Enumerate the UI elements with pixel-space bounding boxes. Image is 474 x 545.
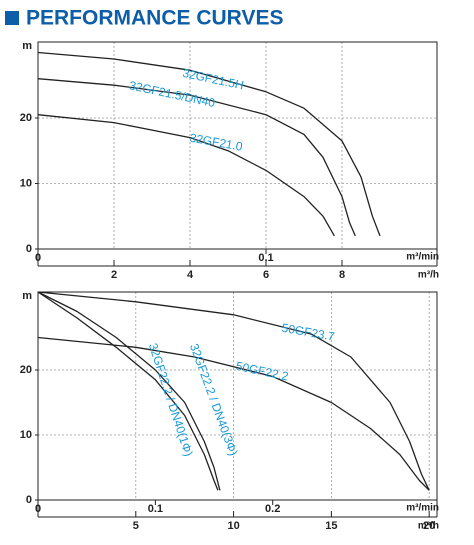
title-icon (5, 11, 19, 25)
curve-label: 50GF22.2 (235, 359, 290, 384)
y-tick-label: 0 (26, 243, 32, 255)
x-tick-label: 20 (423, 520, 435, 532)
x-tick-label: 8 (339, 269, 345, 281)
x-tick-label: 6 (263, 269, 269, 281)
x-tick-label: 15 (325, 520, 337, 532)
y-axis-label: m (22, 290, 32, 302)
x2-axis-label: m³/min (406, 503, 439, 514)
curve-label: 32GF21.5H (181, 66, 245, 93)
curve (37, 78, 356, 237)
x-axis-label: m³/h (418, 521, 439, 532)
x-tick-label: 5 (133, 520, 139, 532)
x-tick-label: 10 (227, 520, 239, 532)
curve (37, 291, 219, 491)
page-title: PERFORMANCE CURVES (26, 7, 283, 30)
x2-axis-label: m³/min (406, 252, 439, 263)
x2-tick-label: 0.1 (148, 503, 163, 515)
y-tick-label: 20 (20, 364, 32, 376)
chart: 01020m246800.1m³/minm³/h32GF21.5H32GF21.… (20, 40, 439, 281)
x2-tick-label: 0.2 (265, 503, 280, 515)
x-axis-label: m³/h (418, 270, 439, 281)
y-tick-label: 20 (20, 112, 32, 124)
y-tick-label: 0 (26, 494, 32, 506)
x2-tick-label: 0.1 (258, 252, 273, 264)
curve-label: 32GF21.0 (189, 131, 244, 154)
curve (37, 291, 221, 491)
x-tick-label: 2 (111, 269, 117, 281)
chart: 01020m510152000.10.2m³/minm³/h50GF23.750… (20, 290, 439, 532)
curve (37, 336, 430, 491)
curve (37, 291, 430, 491)
y-tick-label: 10 (20, 177, 32, 189)
curve (37, 114, 335, 237)
curve-label: 32GF22.2 / DN40(1Φ) (146, 341, 196, 458)
y-tick-label: 10 (20, 429, 32, 441)
curve-label: 50GF23.7 (281, 321, 336, 344)
y-axis-label: m (22, 40, 32, 52)
x-tick-label: 4 (187, 269, 194, 281)
plot-frame (37, 41, 438, 250)
curve-label: 32GF22.2 / DN40(3Φ) (187, 342, 241, 458)
plot-frame (37, 291, 438, 501)
curve (37, 51, 381, 237)
